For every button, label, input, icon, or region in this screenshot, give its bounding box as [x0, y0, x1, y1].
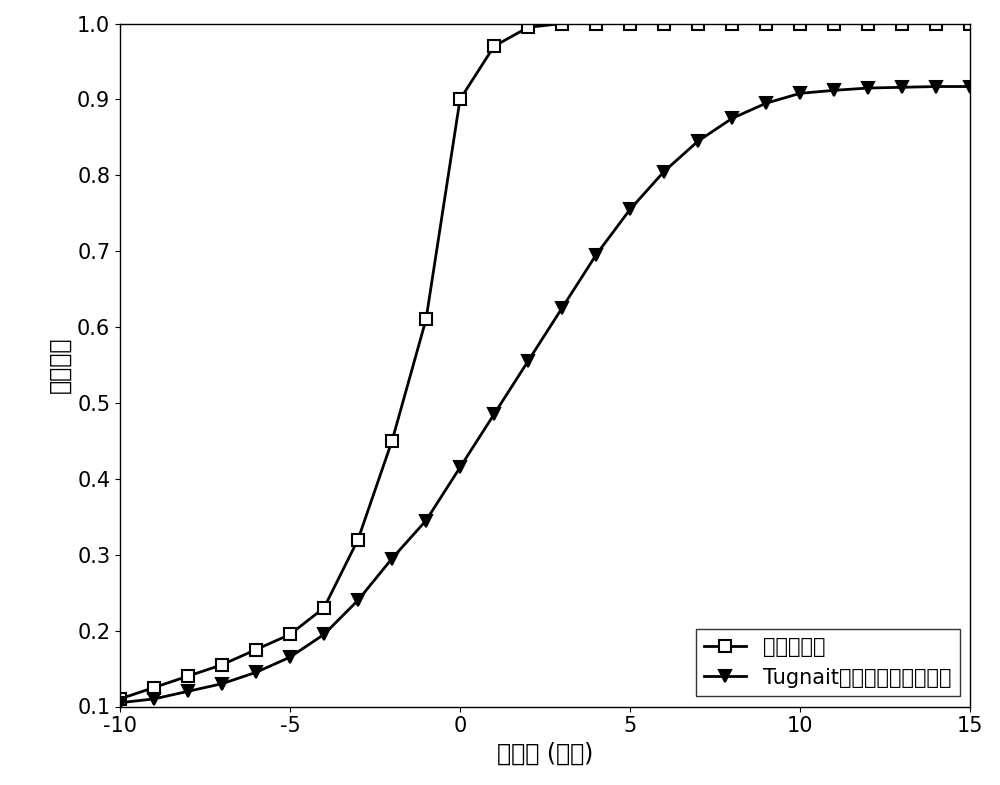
Tugnait提出的频谱感知方法: [760, 99, 772, 108]
本发明方法: [624, 19, 636, 28]
Tugnait提出的频谱感知方法: [692, 137, 704, 146]
Tugnait提出的频谱感知方法: [590, 250, 602, 260]
本发明方法: [386, 436, 398, 446]
Tugnait提出的频谱感知方法: [828, 86, 840, 95]
本发明方法: [420, 315, 432, 324]
Y-axis label: 检测概率: 检测概率: [47, 337, 71, 393]
Tugnait提出的频谱感知方法: [624, 205, 636, 214]
Tugnait提出的频谱感知方法: [454, 463, 466, 473]
Line: Tugnait提出的频谱感知方法: Tugnait提出的频谱感知方法: [114, 80, 976, 709]
本发明方法: [284, 630, 296, 639]
Tugnait提出的频谱感知方法: [386, 554, 398, 564]
Tugnait提出的频谱感知方法: [488, 410, 500, 419]
本发明方法: [658, 19, 670, 28]
Tugnait提出的频谱感知方法: [284, 652, 296, 662]
本发明方法: [216, 660, 228, 670]
Tugnait提出的频谱感知方法: [896, 82, 908, 92]
Tugnait提出的频谱感知方法: [556, 304, 568, 313]
本发明方法: [760, 19, 772, 28]
本发明方法: [726, 19, 738, 28]
本发明方法: [556, 19, 568, 28]
本发明方法: [896, 19, 908, 28]
Tugnait提出的频谱感知方法: [964, 82, 976, 91]
本发明方法: [964, 19, 976, 28]
Tugnait提出的频谱感知方法: [862, 83, 874, 93]
Tugnait提出的频谱感知方法: [522, 356, 534, 366]
Tugnait提出的频谱感知方法: [182, 687, 194, 696]
Tugnait提出的频谱感知方法: [216, 679, 228, 688]
本发明方法: [828, 19, 840, 28]
本发明方法: [182, 671, 194, 681]
本发明方法: [862, 19, 874, 28]
本发明方法: [794, 19, 806, 28]
Tugnait提出的频谱感知方法: [114, 698, 126, 707]
Tugnait提出的频谱感知方法: [658, 167, 670, 177]
Tugnait提出的频谱感知方法: [352, 596, 364, 605]
本发明方法: [522, 23, 534, 32]
Tugnait提出的频谱感知方法: [726, 114, 738, 123]
X-axis label: 信噪比 (分贝): 信噪比 (分贝): [497, 742, 593, 766]
本发明方法: [454, 95, 466, 104]
Tugnait提出的频谱感知方法: [420, 516, 432, 525]
Legend: 本发明方法, Tugnait提出的频谱感知方法: 本发明方法, Tugnait提出的频谱感知方法: [696, 629, 960, 696]
本发明方法: [318, 603, 330, 612]
本发明方法: [692, 19, 704, 28]
Tugnait提出的频谱感知方法: [930, 82, 942, 91]
Tugnait提出的频谱感知方法: [318, 630, 330, 639]
Tugnait提出的频谱感知方法: [794, 89, 806, 98]
Tugnait提出的频谱感知方法: [148, 694, 160, 703]
本发明方法: [250, 645, 262, 655]
本发明方法: [930, 19, 942, 28]
本发明方法: [114, 694, 126, 703]
Tugnait提出的频谱感知方法: [250, 667, 262, 677]
本发明方法: [148, 683, 160, 692]
本发明方法: [488, 42, 500, 51]
Line: 本发明方法: 本发明方法: [114, 17, 976, 705]
本发明方法: [590, 19, 602, 28]
本发明方法: [352, 535, 364, 544]
